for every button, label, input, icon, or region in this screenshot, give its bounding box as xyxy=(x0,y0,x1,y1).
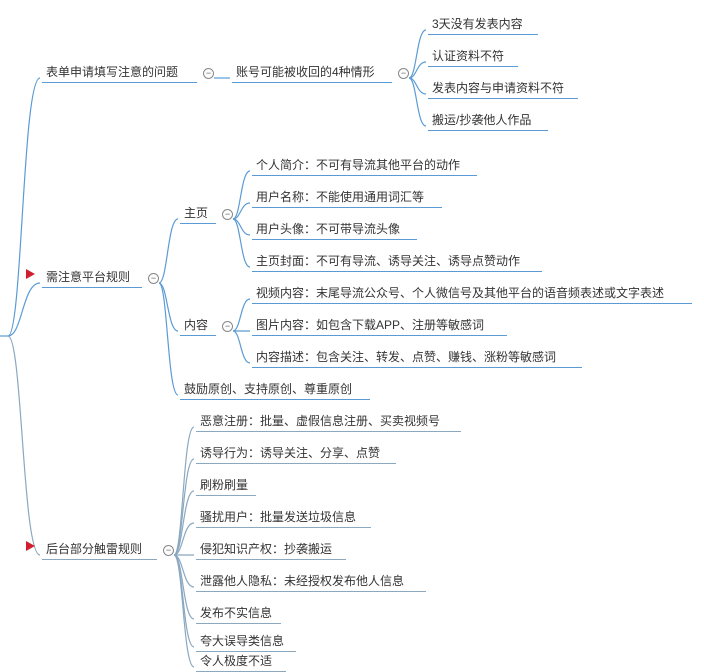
connector-line xyxy=(159,283,178,395)
connector-line xyxy=(8,336,40,555)
mindmap-canvas: 表单申请填写注意的问题 账号可能被收回的4种情形 3天没有发表内容认证资料不符发表内… xyxy=(0,0,704,672)
connector-line xyxy=(409,62,426,78)
mindmap-node[interactable]: 刷粉刷量 xyxy=(196,474,256,496)
mindmap-node[interactable]: 图片内容：如包含下载APP、注册等敏感词 xyxy=(252,314,507,336)
mindmap-node[interactable]: 骚扰用户：批量发送垃圾信息 xyxy=(196,506,371,528)
collapse-toggle-icon[interactable] xyxy=(222,321,233,332)
mindmap-node[interactable]: 泄露他人隐私：未经授权发布他人信息 xyxy=(196,570,426,592)
mindmap-node[interactable]: 内容 xyxy=(180,314,216,336)
connector-line xyxy=(159,219,178,283)
mindmap-node[interactable]: 内容描述：包含关注、转发、点赞、赚钱、涨粉等敏感词 xyxy=(252,346,582,368)
collapse-toggle-icon[interactable] xyxy=(222,209,233,220)
connector-line xyxy=(409,30,426,78)
connector-line xyxy=(174,459,194,555)
mindmap-node[interactable]: 表单申请填写注意的问题 xyxy=(42,61,197,83)
connector-line xyxy=(233,331,250,363)
connector-line xyxy=(233,219,250,267)
connector-line xyxy=(8,78,40,336)
connector-line xyxy=(409,78,426,126)
mindmap-node[interactable]: 主页 xyxy=(180,202,216,224)
mindmap-node[interactable]: 发表内容与申请资料不符 xyxy=(428,77,578,99)
mindmap-node[interactable]: 令人极度不适 xyxy=(196,650,286,672)
mindmap-node[interactable]: 认证资料不符 xyxy=(428,45,518,67)
connector-line xyxy=(8,283,40,336)
connector-line xyxy=(174,555,194,667)
mindmap-node[interactable]: 诱导行为：诱导关注、分享、点赞 xyxy=(196,442,396,464)
mindmap-node[interactable]: 用户名称：不能使用通用词汇等 xyxy=(252,186,442,208)
mindmap-node[interactable]: 搬运/抄袭他人作品 xyxy=(428,109,548,131)
connector-line xyxy=(233,299,250,331)
mindmap-node[interactable]: 后台部分触雷规则 xyxy=(42,538,157,560)
mindmap-node[interactable]: 视频内容：末尾导流公众号、个人微信号及其他平台的语音频表述或文字表述 xyxy=(252,282,692,304)
connector-line xyxy=(159,283,178,331)
mindmap-node[interactable]: 恶意注册：批量、虚假信息注册、买卖视频号 xyxy=(196,410,461,432)
connector-line xyxy=(233,171,250,219)
flag-icon xyxy=(26,541,35,551)
mindmap-node[interactable]: 鼓励原创、支持原创、尊重原创 xyxy=(180,378,370,400)
collapse-toggle-icon[interactable] xyxy=(148,273,159,284)
connector-line xyxy=(174,555,194,587)
connector-line xyxy=(174,555,194,619)
collapse-toggle-icon[interactable] xyxy=(163,545,174,556)
connector-line xyxy=(233,219,250,235)
connector-line xyxy=(409,78,426,94)
connector-line xyxy=(233,203,250,219)
collapse-toggle-icon[interactable] xyxy=(203,68,214,79)
mindmap-node[interactable]: 需注意平台规则 xyxy=(42,266,142,288)
mindmap-node[interactable]: 个人简介：不可有导流其他平台的动作 xyxy=(252,154,477,176)
mindmap-node[interactable]: 侵犯知识产权：抄袭搬运 xyxy=(196,538,346,560)
mindmap-node[interactable]: 账号可能被收回的4种情形 xyxy=(232,61,392,83)
mindmap-node[interactable]: 夸大误导类信息 xyxy=(196,630,296,652)
collapse-toggle-icon[interactable] xyxy=(398,68,409,79)
mindmap-node[interactable]: 用户头像：不可带导流头像 xyxy=(252,218,417,240)
connector-line xyxy=(174,523,194,555)
flag-icon xyxy=(26,269,35,279)
mindmap-node[interactable]: 3天没有发表内容 xyxy=(428,13,538,35)
mindmap-node[interactable]: 主页封面：不可有导流、诱导关注、诱导点赞动作 xyxy=(252,250,542,272)
mindmap-node[interactable]: 发布不实信息 xyxy=(196,602,281,624)
connector-line xyxy=(174,491,194,555)
connector-line xyxy=(174,427,194,555)
connector-line xyxy=(174,555,194,647)
